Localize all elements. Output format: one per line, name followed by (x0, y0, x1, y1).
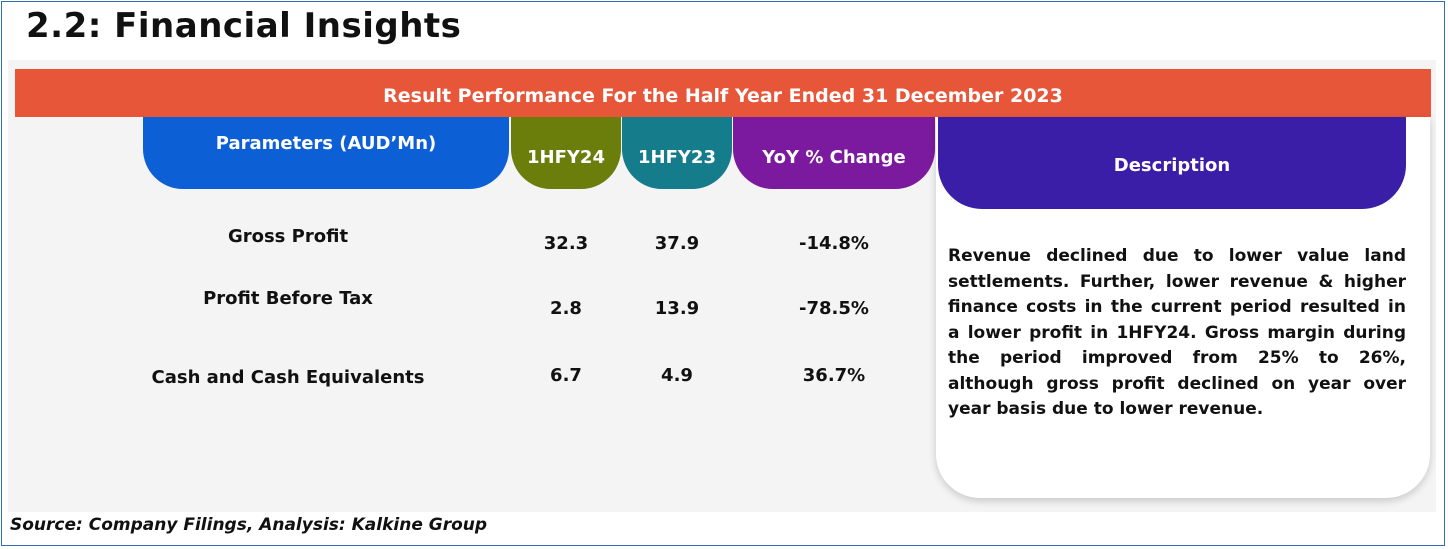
value-cash-equivalents-1hfy23: 4.9 (661, 365, 693, 386)
header-parameters: Parameters (AUD’Mn) (143, 117, 509, 189)
row-label-cash-equivalents: Cash and Cash Equivalents (151, 367, 425, 388)
value-profit-before-tax-yoy: -78.5% (799, 298, 869, 319)
header-1hfy23: 1HFY23 (622, 117, 732, 189)
row-label-gross-profit: Gross Profit (227, 226, 349, 247)
value-cash-equivalents-yoy: 36.7% (802, 365, 866, 386)
value-profit-before-tax-1hfy24: 2.8 (550, 298, 582, 319)
description-text: Revenue declined due to lower value land… (948, 246, 1406, 419)
header-yoy-change: YoY % Change (733, 117, 935, 189)
header-1hfy24: 1HFY24 (511, 117, 621, 189)
value-gross-profit-1hfy23: 37.9 (654, 233, 700, 254)
page-title: 2.2: Financial Insights (26, 6, 462, 46)
value-profit-before-tax-1hfy23: 13.9 (654, 298, 700, 319)
value-cash-equivalents-1hfy24: 6.7 (550, 365, 582, 386)
row-label-profit-before-tax: Profit Before Tax (203, 288, 373, 309)
result-banner: Result Performance For the Half Year End… (15, 69, 1431, 117)
value-gross-profit-yoy: -14.8% (799, 233, 869, 254)
header-description: Description (938, 117, 1406, 209)
source-note: Source: Company Filings, Analysis: Kalki… (10, 515, 488, 535)
value-gross-profit-1hfy24: 32.3 (543, 233, 589, 254)
